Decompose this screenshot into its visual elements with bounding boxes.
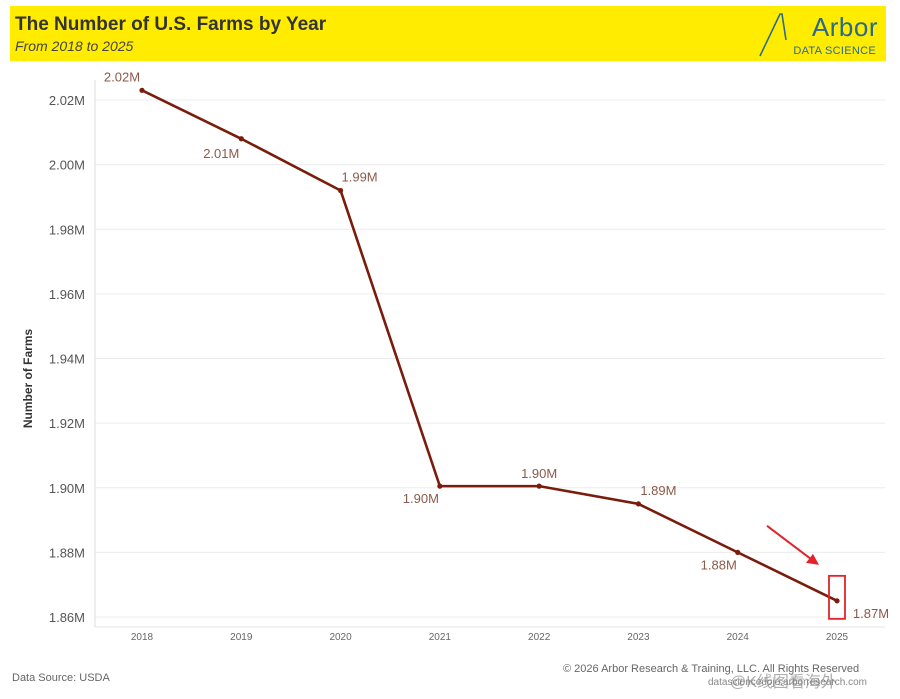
x-tick-label: 2023 <box>627 632 650 643</box>
data-label: 1.87M <box>853 606 889 621</box>
watermark: @K线图看海外 <box>730 674 837 691</box>
data-point <box>139 87 145 93</box>
data-label: 1.89M <box>640 483 676 498</box>
y-tick-label: 1.94M <box>49 352 85 367</box>
y-axis-title: Number of Farms <box>21 329 35 429</box>
y-tick-label: 1.90M <box>49 481 85 496</box>
data-point <box>437 483 443 489</box>
x-tick-label: 2020 <box>329 632 352 643</box>
arbor-logo: Arbor DATA SCIENCE <box>758 10 878 60</box>
y-tick-label: 2.00M <box>49 158 85 173</box>
logo-word: Arbor <box>811 12 878 42</box>
data-point <box>536 483 542 489</box>
data-label: 1.99M <box>342 169 378 184</box>
x-tick-label: 2019 <box>230 632 253 643</box>
logo-subtext: DATA SCIENCE <box>793 45 876 57</box>
series-line <box>141 89 838 603</box>
data-point <box>337 187 344 194</box>
chart-subtitle: From 2018 to 2025 <box>15 38 134 54</box>
logo-mark-icon <box>759 13 787 57</box>
arrow-head-icon <box>806 553 819 565</box>
x-tick-label: 2018 <box>131 632 154 643</box>
highlight-box <box>828 574 846 620</box>
site-url: datasciencedojo.arborresearch.com <box>708 677 867 688</box>
x-tick-label: 2022 <box>528 632 551 643</box>
y-tick-label: 1.98M <box>49 222 85 237</box>
data-source: Data Source: USDA <box>12 672 110 684</box>
copyright-notice: © 2026 Arbor Research & Training, LLC. A… <box>563 663 860 675</box>
data-point <box>635 501 642 507</box>
y-tick-label: 1.86M <box>49 610 85 625</box>
data-point <box>238 136 244 142</box>
x-tick-label: 2025 <box>826 632 849 643</box>
data-label: 1.90M <box>403 491 439 506</box>
line-chart: 1.86M 1.88M 1.90M 1.92M 1.94M 1.96M 1.98M 2.00M… <box>21 69 889 643</box>
y-tick-label: 1.96M <box>49 287 85 302</box>
x-tick-label: 2024 <box>727 632 750 643</box>
highlight-arrow <box>766 525 813 561</box>
data-point <box>735 549 741 555</box>
data-label: 1.88M <box>701 557 737 572</box>
y-tick-label: 1.92M <box>49 416 85 431</box>
data-point <box>834 598 840 604</box>
data-label: 2.01M <box>203 146 239 161</box>
data-label: 1.90M <box>521 466 557 481</box>
x-tick-label: 2021 <box>429 632 452 643</box>
y-tick-label: 1.88M <box>49 545 85 560</box>
chart-area: 1.86M 1.88M 1.90M 1.92M 1.94M 1.96M 1.98M 2.00M… <box>0 62 900 652</box>
y-tick-label: 2.02M <box>49 93 85 108</box>
data-label: 2.02M <box>104 69 140 84</box>
title-banner: The Number of U.S. Farms by Year From 20… <box>10 6 886 61</box>
chart-title: The Number of U.S. Farms by Year <box>15 14 327 35</box>
